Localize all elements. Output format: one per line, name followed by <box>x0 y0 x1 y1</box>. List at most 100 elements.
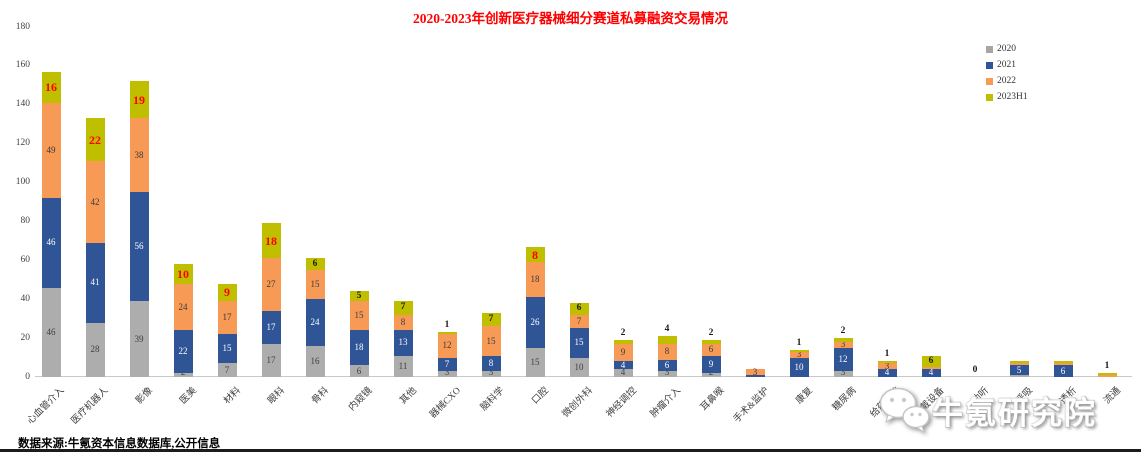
bar-segment-2022 <box>1097 375 1117 377</box>
bar-segment-2022 <box>789 351 809 358</box>
h1-value-label: 9 <box>224 285 230 300</box>
category-label: 器械CXO <box>428 385 463 421</box>
bar-segment-2022 <box>261 258 281 311</box>
bar-value-label: 11 <box>398 360 408 371</box>
bar-value-label: 6 <box>1060 365 1066 376</box>
bar-value-label: 10 <box>794 361 804 372</box>
bar-value-label: 56 <box>134 241 144 252</box>
bar-value-label: 26 <box>530 317 540 328</box>
legend-item: 2022 <box>986 73 1028 89</box>
bar-value-label: 49 <box>46 144 56 155</box>
bar-segment-2023H1 <box>1053 361 1073 364</box>
bar-segment-2023H1 <box>921 355 941 368</box>
bar-segment-2022 <box>41 102 61 199</box>
legend-item: 2021 <box>986 57 1028 73</box>
bar-value-label: 18 <box>354 342 364 353</box>
bar-segment-2021 <box>305 299 325 346</box>
category-label: 材料 <box>222 385 243 407</box>
y-tick-label: 20 <box>20 332 31 343</box>
bar-segment-2022 <box>481 326 501 356</box>
bar-segment-2023H1 <box>569 303 589 315</box>
bar-value-label: 24 <box>178 301 188 312</box>
bar-value-label: 7 <box>576 316 582 327</box>
bar-segment-2023H1 <box>85 118 105 162</box>
y-tick-label: 140 <box>15 99 30 110</box>
bar-segment-2021 <box>921 369 941 377</box>
bar-segment-2022 <box>349 301 369 331</box>
bar-segment-2020 <box>569 357 589 377</box>
bar-segment-2023H1 <box>217 283 237 302</box>
bar-value-label: 28 <box>90 344 100 355</box>
y-tick-label: 100 <box>15 177 30 188</box>
bar-segment-2020 <box>833 371 853 377</box>
bar-segment-2023H1 <box>481 312 501 327</box>
bar-value-label: 46 <box>46 237 56 248</box>
bar-value-label: 13 <box>398 337 408 348</box>
legend-swatch <box>986 61 993 69</box>
chart-title: 2020-2023年创新医疗器械细分赛道私募融资交易情况 <box>413 11 728 26</box>
bar-value-label: 12 <box>442 340 452 351</box>
bar-value-label: 15 <box>530 356 540 367</box>
bar-segment-2022 <box>1009 363 1029 366</box>
h1-value-label: 8 <box>532 247 538 262</box>
bar-value-label: 15 <box>310 279 320 290</box>
bar-value-label: 3 <box>444 367 450 377</box>
legend-swatch <box>986 77 993 85</box>
bar-segment-2022 <box>745 369 765 376</box>
bar-segment-2023H1 <box>833 338 853 342</box>
bar-segment-2022 <box>437 334 457 358</box>
bar-segment-2022 <box>525 262 545 298</box>
category-label: 影像 <box>134 385 155 407</box>
bar-segment-2021 <box>701 355 721 374</box>
bar-segment-2023H1 <box>349 291 369 302</box>
bar-segment-2021 <box>1053 365 1073 377</box>
bar-value-label: 8 <box>400 317 406 328</box>
watermark: 牛氪研究院 <box>878 382 1138 438</box>
bar-value-label: 46 <box>46 326 56 337</box>
bar-segment-2020 <box>437 371 457 377</box>
bar-segment-2023H1 <box>657 336 677 344</box>
h1-value-label: 2 <box>708 328 714 339</box>
bar-value-label: 39 <box>134 333 144 344</box>
legend-item: 2020 <box>986 41 1028 57</box>
h1-value-label: 4 <box>664 324 670 335</box>
h1-value-label: 19 <box>133 92 145 107</box>
bar-segment-2021 <box>393 330 413 356</box>
watermark-text: 牛氪研究院 <box>932 395 1097 431</box>
category-label: 骨科 <box>310 385 331 407</box>
category-label: 其他 <box>398 385 419 407</box>
bar-value-label: 17 <box>266 321 276 332</box>
bar-value-label: 3 <box>840 339 846 350</box>
bar-segment-2022 <box>921 367 941 370</box>
bar-segment-2023H1 <box>393 301 413 315</box>
bar-segment-2023H1 <box>173 264 193 284</box>
bar-segment-2020 <box>525 347 545 377</box>
bar-segment-2021 <box>525 297 545 348</box>
bar-value-label: 22 <box>178 346 188 357</box>
legend-label: 2022 <box>997 76 1016 86</box>
bar-segment-2023H1 <box>1097 373 1117 376</box>
bar-segment-2021 <box>613 361 633 370</box>
bar-segment-2021 <box>85 242 105 323</box>
bar-value-label: 4 <box>620 367 626 377</box>
category-label: 糖尿病 <box>831 385 859 414</box>
category-label: 康复 <box>794 385 815 407</box>
bar-segment-2021 <box>657 359 677 372</box>
bar-value-label: 3 <box>488 367 494 377</box>
h1-value-label: 18 <box>265 233 277 248</box>
bar-segment-2020 <box>481 371 501 377</box>
bar-segment-2021 <box>569 328 589 358</box>
bar-segment-2023H1 <box>437 332 457 335</box>
bar-value-label: 9 <box>708 358 714 369</box>
bar-segment-2021 <box>745 375 765 377</box>
h1-value-label: 1 <box>444 320 450 331</box>
legend-swatch <box>986 45 993 53</box>
bar-value-label: 27 <box>266 279 276 290</box>
legend: 2020 2021 2022 2023H1 <box>986 41 1028 105</box>
bar-value-label: 17 <box>266 354 276 365</box>
legend-label: 2021 <box>997 60 1016 70</box>
h1-value-label: 10 <box>177 266 189 281</box>
legend-item: 2023H1 <box>986 89 1028 105</box>
bar-segment-2022 <box>569 314 589 329</box>
